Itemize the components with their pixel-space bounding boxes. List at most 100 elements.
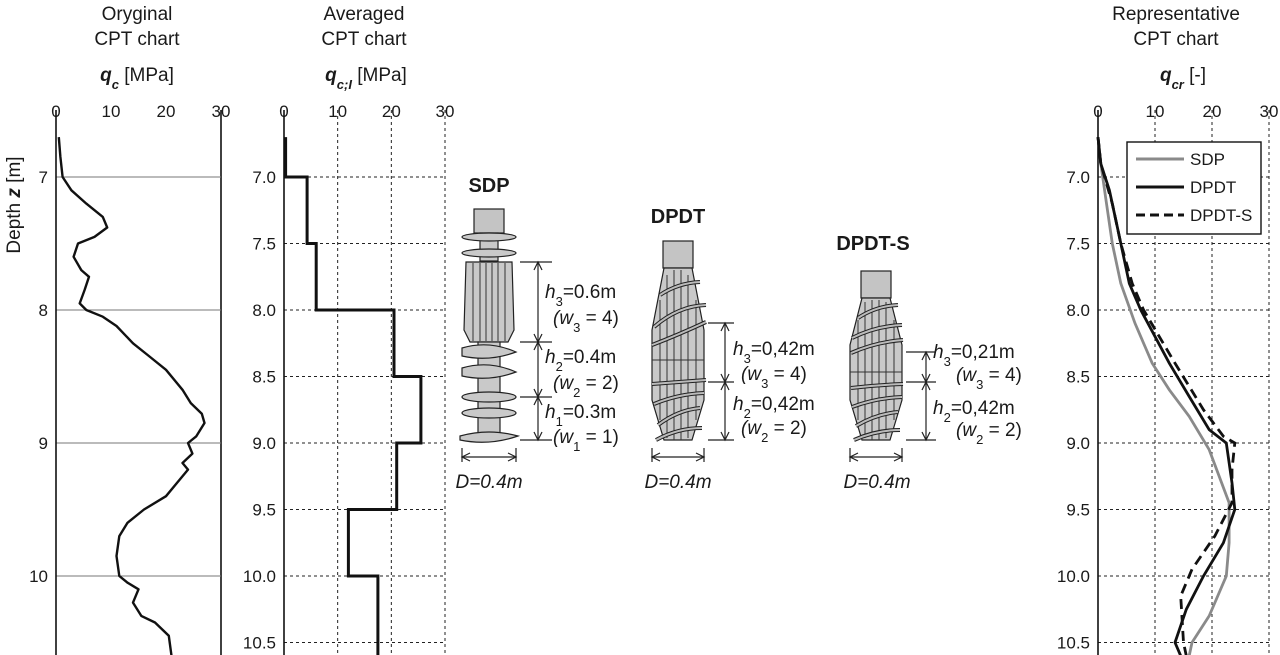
panel1-ytick: 8	[39, 301, 48, 320]
pile-sdp-h2-sub: 2	[556, 359, 563, 374]
legend-label-dpdt-s: DPDT-S	[1190, 206, 1252, 225]
panel3-xtick: 30	[1260, 102, 1279, 121]
panel1-ylabel: Depth z [m]	[4, 156, 25, 253]
panel-representative-cpt: Representative CPT chart qcr [-] 0 10 20…	[1057, 4, 1279, 655]
panel1-title-line2: CPT chart	[94, 29, 180, 50]
pile-sdp-w2-sub: 2	[573, 385, 580, 400]
pile-dpdt-s-cap	[860, 270, 892, 299]
pile-dpdt-s: DPDT-S	[836, 233, 1022, 493]
pile-dpdt-h3: h3=0,42m	[733, 339, 815, 366]
panel1-xticks: 0 10 20 30	[51, 102, 230, 121]
pile-dpdt-h2-sub: 2	[744, 406, 751, 421]
pile-sdp-h1-value: =0.3m	[563, 402, 616, 423]
pile-dpdt-w2: (w2 = 2)	[741, 418, 807, 445]
panel2-ytick: 10.5	[243, 634, 276, 653]
panel3-legend: SDP DPDT DPDT-S	[1126, 141, 1262, 235]
panel-original-cpt: Oryginal CPT chart qc [MPa] Depth z [m] …	[4, 4, 230, 655]
pile-dpdt-s-diameter: D=0.4m	[843, 472, 910, 493]
panel2-xlabel-symbol: q	[325, 65, 337, 86]
pile-dpdt-h2: h2=0,42m	[733, 394, 815, 421]
panel2-xlabel: qc;I [MPa]	[325, 65, 407, 92]
panel3-ytick: 7.0	[1066, 168, 1090, 187]
pile-dpdt-s-h3: h3=0,21m	[933, 342, 1015, 369]
pile-dpdt-w2-sub: 2	[761, 430, 768, 445]
pile-sdp-w2-value: = 2)	[580, 373, 619, 394]
panel3-yticks: 7.0 7.5 8.0 8.5 9.0 9.5 10.0 10.5	[1057, 168, 1090, 653]
panel-averaged-cpt: Averaged CPT chart qc;I [MPa] 0 10 20 30…	[243, 4, 454, 655]
panel3-xlabel-sub: cr	[1172, 77, 1185, 92]
pile-sdp-h2-symbol: h	[545, 347, 556, 368]
panel2-qcI-step-line	[284, 137, 423, 655]
panel1-xlabel: qc [MPa]	[100, 65, 174, 92]
pile-sdp-h1-symbol: h	[545, 402, 556, 423]
pile-dpdt-w2-symbol: (w	[741, 418, 762, 439]
panel1-title-line1: Oryginal	[102, 4, 173, 25]
pile-sdp-diameter: D=0.4m	[455, 472, 522, 493]
panel3-ytick: 9.5	[1066, 501, 1090, 520]
pile-dpdt-w2-value: = 2)	[768, 418, 807, 439]
panel1-ytick: 10	[29, 567, 48, 586]
panel3-series-dpdt-s	[1096, 136, 1237, 655]
pile-sdp-cap	[473, 208, 505, 234]
pile-sdp-h3-value: =0.6m	[563, 282, 616, 303]
pile-sdp-w2-symbol: (w	[553, 373, 574, 394]
pile-dpdt-s-w3-value: = 4)	[983, 365, 1022, 386]
pile-sdp-w3-symbol: (w	[553, 308, 574, 329]
pile-dpdt-s-dimension	[848, 350, 936, 462]
panel3-xtick: 10	[1146, 102, 1165, 121]
pile-dpdt-s-w2-value: = 2)	[983, 420, 1022, 441]
pile-dpdt-h3-symbol: h	[733, 339, 744, 360]
pile-dpdt-s-w3-sub: 3	[976, 377, 983, 392]
panel2-ytick: 9.5	[252, 501, 276, 520]
pile-sdp-body-lines	[472, 263, 506, 341]
panel2-title-line1: Averaged	[324, 4, 405, 25]
pile-sdp-helix	[461, 344, 518, 359]
panel2-title-line2: CPT chart	[321, 29, 407, 50]
panel2-yticks: 7.0 7.5 8.0 8.5 9.0 9.5 10.0 10.5	[243, 168, 276, 653]
pile-dpdt-s-w2-symbol: (w	[956, 420, 977, 441]
pile-dpdt-s-w3-symbol: (w	[956, 365, 977, 386]
legend-label-sdp: SDP	[1190, 150, 1225, 169]
panel1-ylabel-prefix: Depth	[4, 198, 25, 254]
pile-dpdt-s-w3: (w3 = 4)	[956, 365, 1022, 392]
pile-sdp-flange	[461, 391, 517, 403]
pile-sdp: SDP	[455, 175, 618, 493]
pile-dpdt-h2-symbol: h	[733, 394, 744, 415]
panel1-ylabel-symbol: z	[4, 188, 25, 199]
panel3-ytick: 8.5	[1066, 368, 1090, 387]
pile-dpdt-s-h2-symbol: h	[933, 398, 944, 419]
panel1-xlabel-unit: [MPa]	[119, 65, 174, 86]
pile-sdp-w2: (w2 = 2)	[553, 373, 619, 400]
pile-sdp-h1-sub: 1	[556, 414, 563, 429]
pile-dpdt-helix-highlight	[651, 281, 707, 441]
panel3-xlabel: qcr [-]	[1160, 65, 1206, 92]
pile-dpdt-dimension	[650, 321, 734, 462]
panel2-ytick: 7.0	[252, 168, 276, 187]
legend-label-dpdt: DPDT	[1190, 178, 1236, 197]
pile-dpdt-h2-value: =0,42m	[751, 394, 815, 415]
pile-dpdt-s-h3-sub: 3	[944, 354, 951, 369]
panel2-xticks: 0 10 20 30	[279, 102, 454, 121]
panel1-xtick: 20	[157, 102, 176, 121]
panel3-xtick: 20	[1203, 102, 1222, 121]
pile-sdp-w3: (w3 = 4)	[553, 308, 619, 335]
panel1-xtick: 10	[102, 102, 121, 121]
pile-dpdt-diameter: D=0.4m	[644, 472, 711, 493]
panel2-ytick: 9.0	[252, 434, 276, 453]
pile-dpdt-title: DPDT	[651, 206, 705, 228]
pile-sdp-helix	[461, 364, 518, 379]
panel2-xtick: 20	[382, 102, 401, 121]
pile-sdp-w3-sub: 3	[573, 320, 580, 335]
panel1-ytick: 9	[39, 434, 48, 453]
panel3-ytick: 8.0	[1066, 301, 1090, 320]
pile-sdp-flange	[461, 248, 517, 258]
panel1-xtick: 30	[212, 102, 231, 121]
pile-sdp-flange	[461, 407, 517, 419]
panel2-xlabel-sub: c;I	[337, 77, 353, 92]
pile-sdp-w1-sub: 1	[573, 439, 580, 454]
pile-dpdt-s-h3-value: =0,21m	[951, 342, 1015, 363]
pile-dpdt-h3-value: =0,42m	[751, 339, 815, 360]
panel2-ytick: 10.0	[243, 567, 276, 586]
panel3-ytick: 10.5	[1057, 634, 1090, 653]
